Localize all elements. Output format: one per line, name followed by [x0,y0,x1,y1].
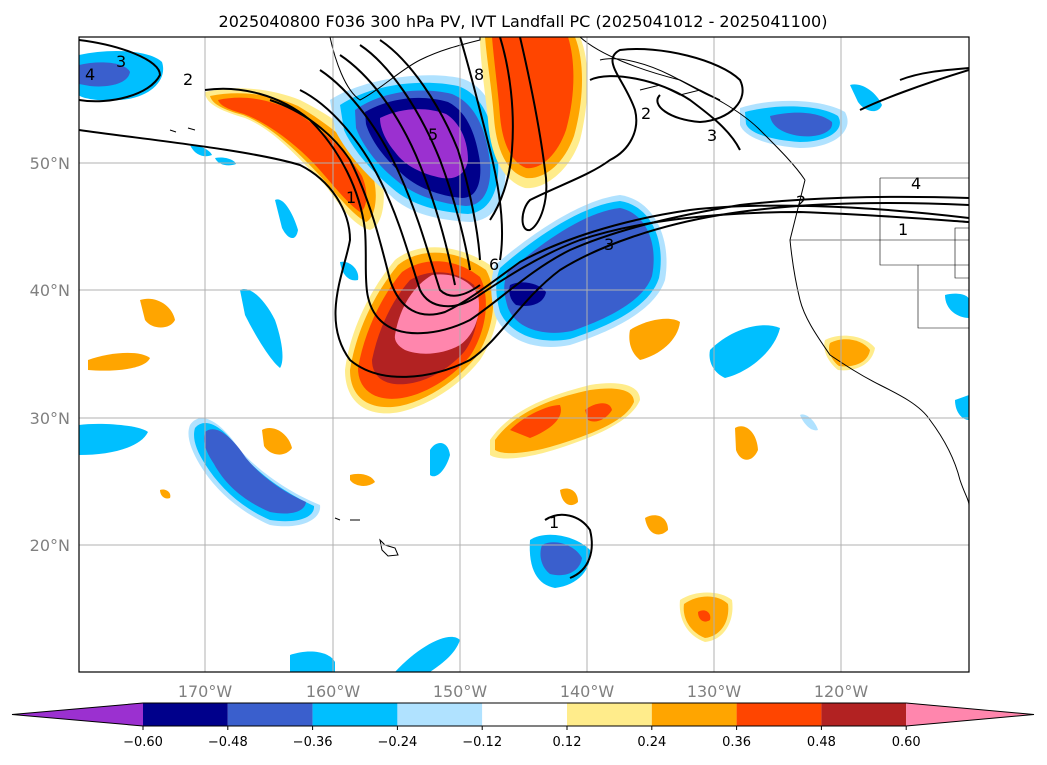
contour-label: 3 [707,126,717,145]
contour-labels: 3 4 2 8 5 1 6 3 2 3 4 2 1 1 [85,52,921,532]
lon-label: 120°W [814,682,869,701]
contour-label: 8 [474,65,484,84]
colorbar-segment [736,703,822,726]
colorbar-segment [312,703,398,726]
lon-label: 140°W [560,682,615,701]
colorbar-tick-label: 0.24 [637,735,666,750]
colorbar-segment [567,703,652,726]
lon-label: 130°W [687,682,742,701]
colorbar-tick-label: 0.36 [722,735,751,750]
graticule [79,37,969,672]
lon-label: 170°W [178,682,233,701]
colorbar-tick-label: 0.12 [553,735,582,750]
colorbar-segment [651,703,737,726]
colorbar: −0.60 −0.48 −0.36 −0.24 −0.12 0.12 0.24 0.36 0.4… [11,702,1035,750]
contour-label: 6 [489,255,499,274]
lat-label: 30°N [30,409,70,428]
colorbar-segment [12,703,143,726]
map-frame [78,36,970,673]
lon-label: 150°W [433,682,488,701]
contour-label: 2 [796,192,806,211]
contour-label: 2 [641,104,651,123]
colorbar-segment [143,703,228,726]
latitude-labels: 50°N 40°N 30°N 20°N [30,154,70,555]
contour-label: 5 [428,125,438,144]
colorbar-tick-label: −0.36 [293,735,333,750]
contour-label: 2 [183,70,193,89]
lat-label: 20°N [30,536,70,555]
figure-title: 2025040800 F036 300 hPa PV, IVT Landfall… [219,12,828,31]
contour-label: 1 [549,513,559,532]
colorbar-tick-label: −0.48 [208,735,248,750]
colorbar-tick-label: 0.48 [807,735,836,750]
colorbar-segment [397,703,483,726]
contour-label: 4 [85,65,95,84]
lat-label: 50°N [30,154,70,173]
colorbar-segment [227,703,313,726]
coastlines [169,37,969,557]
colorbar-segment [821,703,907,726]
contour-label: 1 [346,188,356,207]
contour-label: 1 [898,220,908,239]
contour-label: 3 [116,52,126,71]
lat-label: 40°N [30,281,70,300]
colorbar-segment [906,703,1034,726]
pv-contours [79,37,969,579]
colorbar-segment [482,703,567,726]
colorbar-tick-label: −0.60 [123,735,163,750]
lon-label: 160°W [306,682,361,701]
colorbar-tick-label: 0.60 [892,735,921,750]
contour-label: 4 [911,174,921,193]
map-panel: 3 4 2 8 5 1 6 3 2 3 4 2 1 1 [78,36,970,673]
colorbar-tick-label: −0.12 [462,735,502,750]
contour-label: 3 [604,235,614,254]
longitude-labels: 170°W 160°W 150°W 140°W 130°W 120°W [178,682,869,701]
colorbar-tick-label: −0.24 [377,735,417,750]
